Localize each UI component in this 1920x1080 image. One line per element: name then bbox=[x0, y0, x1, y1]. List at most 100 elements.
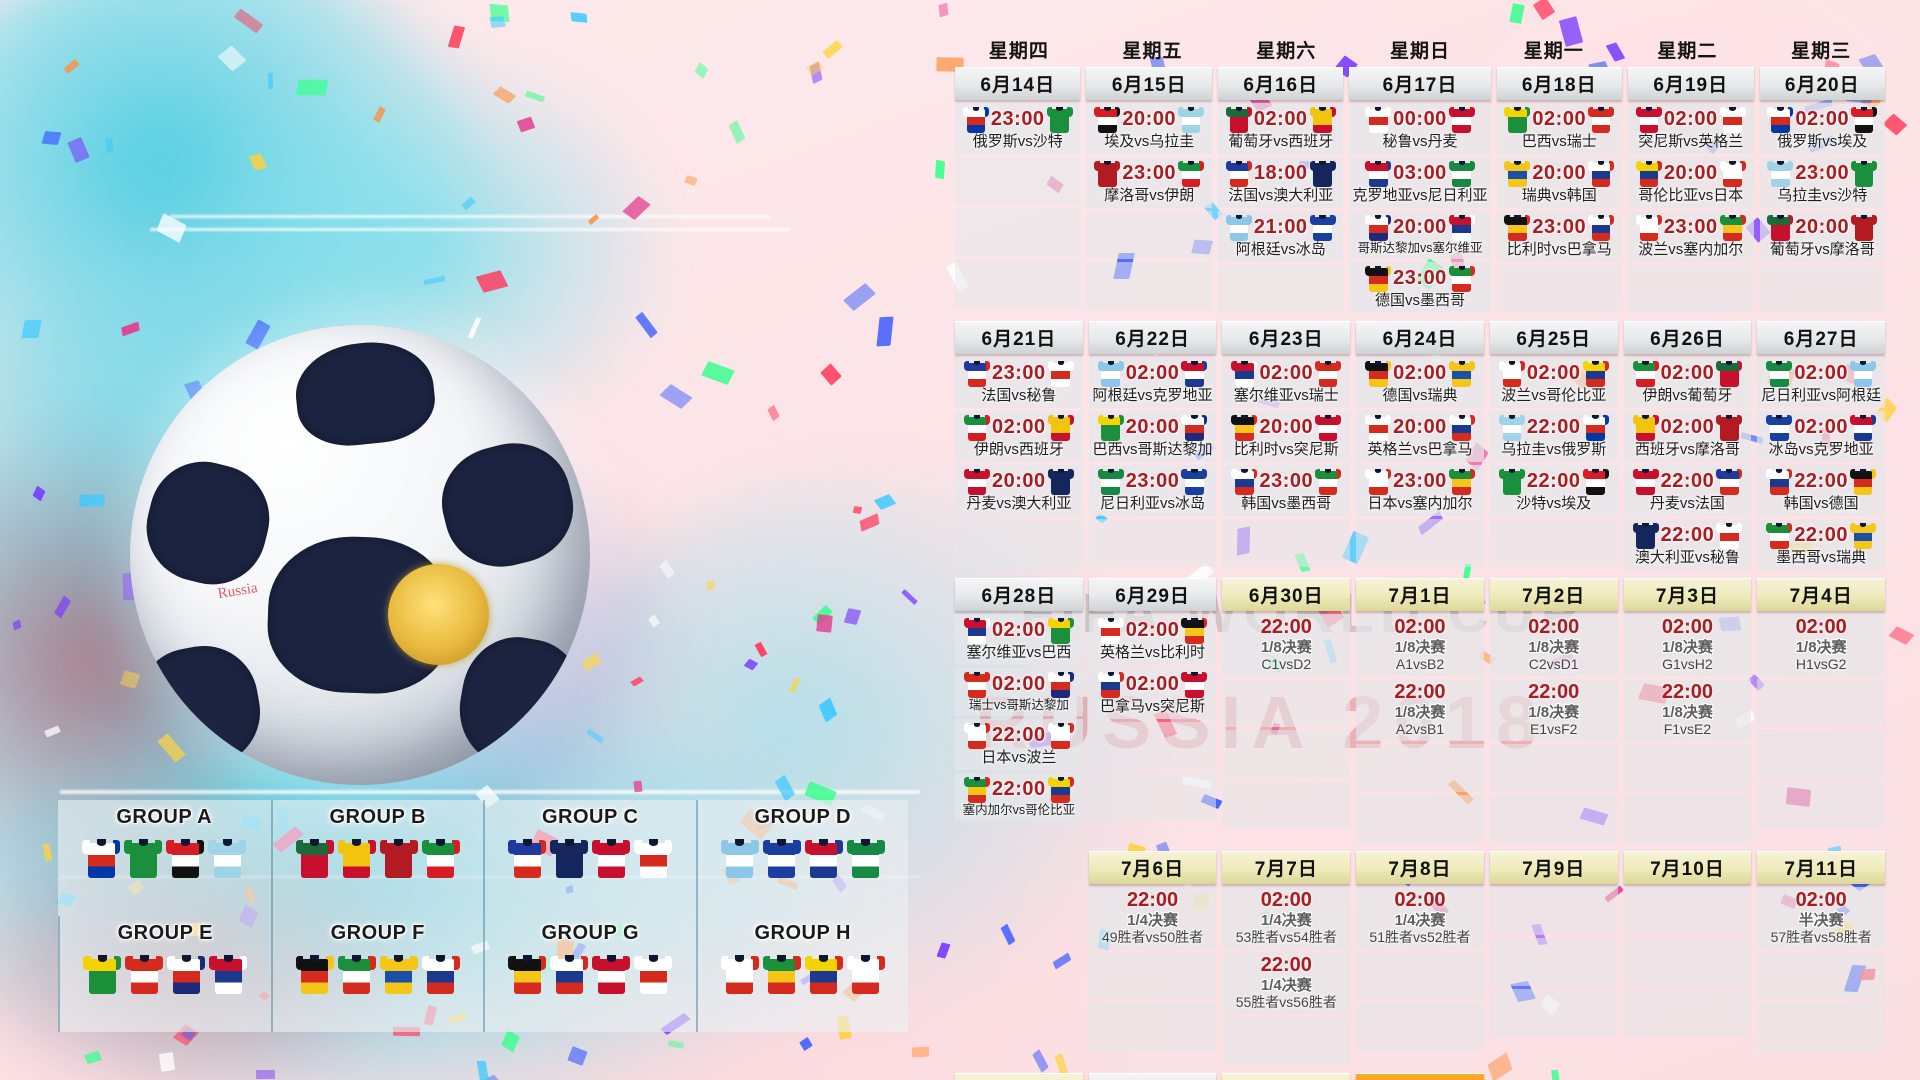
group-match-cell[interactable]: 22:00 塞内加尔vs哥伦比亚 bbox=[955, 773, 1083, 821]
knockout-match-cell[interactable]: 02:00 1/4决赛 53胜者vs54胜者 bbox=[1222, 887, 1351, 950]
group-match-cell[interactable]: 23:00 尼日利亚vs冰岛 bbox=[1088, 465, 1217, 516]
group-match-cell[interactable]: 23:00 乌拉圭vs沙特 bbox=[1759, 157, 1885, 208]
group-match-cell[interactable]: 22:00 澳大利亚vs秘鲁 bbox=[1623, 519, 1752, 570]
date-header[interactable]: 6月19日 bbox=[1628, 67, 1754, 100]
group-match-cell[interactable]: 02:00 伊朗vs葡萄牙 bbox=[1623, 357, 1752, 408]
group-match-cell[interactable]: 02:00 葡萄牙vs西班牙 bbox=[1217, 103, 1344, 154]
group-match-cell[interactable]: 02:00 塞尔维亚vs巴西 bbox=[955, 614, 1083, 665]
group-match-cell[interactable]: 02:00 巴拿马vs突尼斯 bbox=[1088, 668, 1217, 719]
knockout-match-cell[interactable]: 02:00 1/4决赛 51胜者vs52胜者 bbox=[1356, 887, 1484, 950]
knockout-match-cell[interactable]: 22:00 1/4决赛 49胜者vs50胜者 bbox=[1088, 887, 1217, 950]
date-header[interactable]: 6月28日 bbox=[955, 578, 1083, 611]
group-match-cell[interactable]: 23:00 比利时vs巴拿马 bbox=[1496, 211, 1622, 262]
group-match-cell[interactable]: 23:00 摩洛哥vs伊朗 bbox=[1086, 157, 1212, 208]
group-match-cell[interactable]: 03:00 克罗地亚vs尼日利亚 bbox=[1349, 157, 1491, 208]
group-match-cell[interactable]: 23:00 韩国vs墨西哥 bbox=[1222, 465, 1351, 516]
group-match-cell[interactable]: 20:00 哥斯达黎加vs塞尔维亚 bbox=[1349, 211, 1491, 259]
knockout-match-cell[interactable]: 02:00 1/8决赛 A1vsB2 bbox=[1356, 614, 1484, 677]
group-match-cell[interactable]: 02:00 阿根廷vs克罗地亚 bbox=[1088, 357, 1217, 408]
group-match-cell[interactable]: 00:00 秘鲁vs丹麦 bbox=[1349, 103, 1491, 154]
group-match-cell[interactable]: 23:00 波兰vs塞内加尔 bbox=[1628, 211, 1754, 262]
group-match-cell[interactable]: 23:00 德国vs墨西哥 bbox=[1349, 262, 1491, 313]
date-header[interactable]: 6月25日 bbox=[1489, 321, 1618, 354]
group-match-cell[interactable]: 02:00 伊朗vs西班牙 bbox=[955, 411, 1083, 462]
date-header[interactable]: 6月21日 bbox=[955, 321, 1083, 354]
date-header[interactable]: 6月17日 bbox=[1349, 67, 1491, 100]
date-header[interactable]: 6月22日 bbox=[1088, 321, 1217, 354]
group-match-cell[interactable]: 23:00 法国vs秘鲁 bbox=[955, 357, 1083, 408]
group-match-cell[interactable]: 02:00 冰岛vs克罗地亚 bbox=[1757, 411, 1885, 462]
confetti-piece bbox=[79, 494, 105, 507]
ball-panel bbox=[130, 637, 269, 777]
group-match-cell[interactable]: 20:00 哥伦比亚vs日本 bbox=[1628, 157, 1754, 208]
date-header[interactable]: 6月23日 bbox=[1222, 321, 1351, 354]
date-header[interactable]: 7月15日 bbox=[1356, 1073, 1484, 1080]
knockout-match-cell[interactable]: 22:00 1/8决赛 E1vsF2 bbox=[1489, 679, 1618, 742]
group-match-cell[interactable]: 22:00 日本vs波兰 bbox=[955, 719, 1083, 770]
group-match-cell[interactable]: 02:00 瑞士vs哥斯达黎加 bbox=[955, 668, 1083, 716]
knockout-match-cell[interactable]: 02:00 半决赛 57胜者vs58胜者 bbox=[1757, 887, 1885, 950]
group-match-cell[interactable]: 21:00 阿根廷vs冰岛 bbox=[1217, 211, 1344, 262]
knockout-match-cell[interactable]: 22:00 1/8决赛 C1vsD2 bbox=[1222, 614, 1351, 677]
date-header[interactable]: 6月29日 bbox=[1088, 578, 1217, 611]
date-header[interactable]: 7月3日 bbox=[1623, 578, 1752, 611]
group-match-cell[interactable]: 22:00 乌拉圭vs俄罗斯 bbox=[1489, 411, 1618, 462]
group-match-cell[interactable]: 02:00 俄罗斯vs埃及 bbox=[1759, 103, 1885, 154]
matchup-label: 瑞士vs哥斯达黎加 bbox=[968, 698, 1069, 712]
date-header[interactable]: 7月1日 bbox=[1356, 578, 1484, 611]
knockout-match-cell[interactable]: 02:00 1/8决赛 G1vsH2 bbox=[1623, 614, 1752, 677]
empty-match-slot bbox=[1222, 679, 1351, 728]
date-header[interactable]: 6月27日 bbox=[1757, 321, 1885, 354]
date-header[interactable]: 6月30日 bbox=[1222, 578, 1351, 611]
date-header[interactable]: 6月20日 bbox=[1759, 67, 1885, 100]
date-header[interactable]: 7月12日 bbox=[955, 1073, 1083, 1080]
group-match-cell[interactable]: 22:00 墨西哥vs瑞典 bbox=[1757, 519, 1885, 570]
group-match-cell[interactable]: 22:00 沙特vs埃及 bbox=[1489, 465, 1618, 516]
date-header[interactable]: 7月2日 bbox=[1489, 578, 1618, 611]
group-match-cell[interactable]: 02:00 突尼斯vs英格兰 bbox=[1628, 103, 1754, 154]
knockout-match-cell[interactable]: 22:00 1/8决赛 F1vsE2 bbox=[1623, 679, 1752, 742]
date-header[interactable]: 7月10日 bbox=[1623, 851, 1752, 885]
group-match-cell[interactable]: 23:00 俄罗斯vs沙特 bbox=[955, 103, 1081, 154]
knockout-match-cell[interactable]: 02:00 1/8决赛 C2vsD1 bbox=[1489, 614, 1618, 677]
knockout-match-cell[interactable]: 22:00 1/8决赛 A2vsB1 bbox=[1356, 679, 1484, 742]
group-match-cell[interactable]: 22:00 丹麦vs法国 bbox=[1623, 465, 1752, 516]
date-header[interactable]: 6月16日 bbox=[1217, 67, 1344, 100]
confetti-piece bbox=[570, 12, 588, 23]
date-header[interactable]: 7月9日 bbox=[1489, 851, 1618, 885]
group-match-cell[interactable]: 20:00 英格兰vs巴拿马 bbox=[1356, 411, 1484, 462]
group-match-cell[interactable]: 02:00 巴西vs瑞士 bbox=[1496, 103, 1622, 154]
date-header[interactable]: 7月14日 bbox=[1222, 1073, 1351, 1080]
group-match-cell[interactable]: 20:00 比利时vs突尼斯 bbox=[1222, 411, 1351, 462]
date-header[interactable]: 6月24日 bbox=[1356, 321, 1484, 354]
group-match-cell[interactable]: 20:00 葡萄牙vs摩洛哥 bbox=[1759, 211, 1885, 262]
group-match-cell[interactable]: 02:00 塞尔维亚vs瑞士 bbox=[1222, 357, 1351, 408]
date-header[interactable]: 7月7日 bbox=[1222, 851, 1351, 885]
group-match-cell[interactable]: 20:00 巴西vs哥斯达黎加 bbox=[1088, 411, 1217, 462]
date-header[interactable]: 7月8日 bbox=[1356, 851, 1484, 885]
group-match-cell[interactable]: 02:00 尼日利亚vs阿根廷 bbox=[1757, 357, 1885, 408]
date-header[interactable]: 6月26日 bbox=[1623, 321, 1752, 354]
date-header[interactable]: 6月15日 bbox=[1086, 67, 1212, 100]
date-header[interactable]: 7月6日 bbox=[1088, 851, 1217, 885]
group-match-cell[interactable]: 23:00 日本vs塞内加尔 bbox=[1356, 465, 1484, 516]
date-header[interactable]: 7月11日 bbox=[1757, 851, 1885, 885]
group-match-cell[interactable]: 02:00 英格兰vs比利时 bbox=[1088, 614, 1217, 665]
group-match-cell[interactable]: 18:00 法国vs澳大利亚 bbox=[1217, 157, 1344, 208]
group-match-cell[interactable]: 20:00 瑞典vs韩国 bbox=[1496, 157, 1622, 208]
group-match-cell[interactable]: 02:00 波兰vs哥伦比亚 bbox=[1489, 357, 1618, 408]
date-header[interactable]: 6月14日 bbox=[955, 67, 1081, 100]
knockout-match-cell[interactable]: 22:00 1/4决赛 55胜者vs56胜者 bbox=[1222, 952, 1351, 1015]
group-match-cell[interactable]: 20:00 埃及vs乌拉圭 bbox=[1086, 103, 1212, 154]
match-time: 22:00 bbox=[1260, 616, 1312, 638]
group-match-cell[interactable]: 20:00 丹麦vs澳大利亚 bbox=[955, 465, 1083, 516]
knockout-match-cell[interactable]: 02:00 1/8决赛 H1vsG2 bbox=[1757, 614, 1885, 677]
date-header[interactable]: 7月13日 bbox=[1088, 1073, 1217, 1080]
date-header[interactable]: 7月4日 bbox=[1757, 578, 1885, 611]
group-match-cell[interactable]: 02:00 德国vs瑞典 bbox=[1356, 357, 1484, 408]
group-match-cell[interactable]: 22:00 韩国vs德国 bbox=[1757, 465, 1885, 516]
group-match-cell[interactable]: 02:00 西班牙vs摩洛哥 bbox=[1623, 411, 1752, 462]
match-time-row: 02:00 bbox=[958, 670, 1080, 698]
match-time: 22:00 bbox=[1794, 523, 1848, 546]
date-header[interactable]: 6月18日 bbox=[1496, 67, 1622, 100]
